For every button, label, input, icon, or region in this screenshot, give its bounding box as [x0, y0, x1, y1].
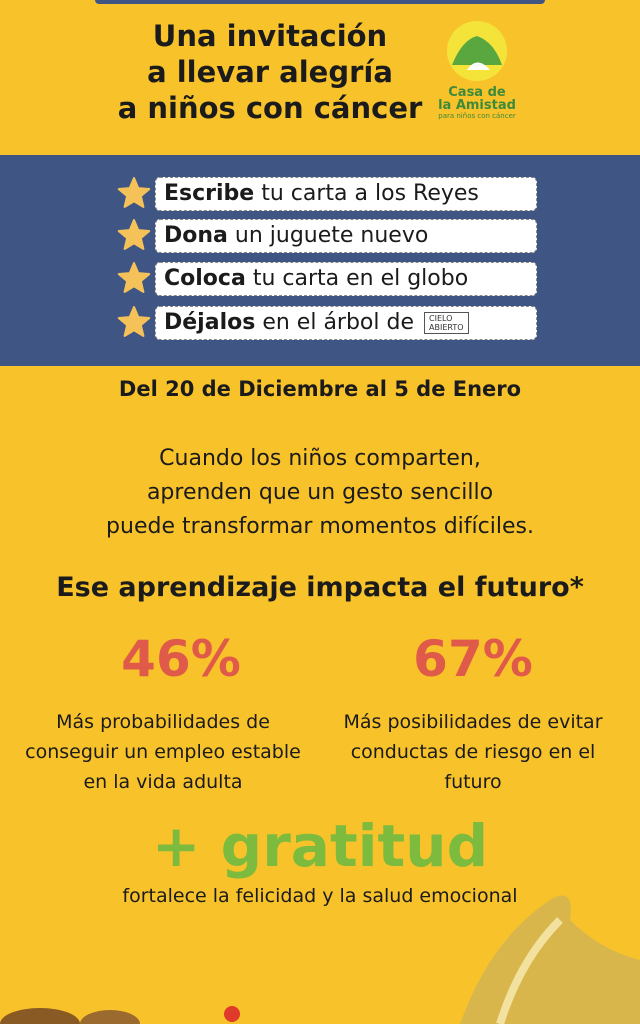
gratitude-subtitle: fortalece la felicidad y la salud emocio…: [122, 885, 518, 907]
message-line: aprenden que un gesto sencillo: [146, 480, 494, 505]
step-text: tu carta a los Reyes: [261, 181, 479, 206]
star-icon: [117, 261, 151, 295]
stat-description: Más posibilidades de evitar conductas de…: [313, 707, 633, 797]
description-line: Más probabilidades de: [56, 711, 270, 733]
title: Una invitación a llevar alegría a niños …: [100, 18, 440, 126]
logo-name: Casa de la Amistad: [432, 86, 522, 112]
dates: Del 20 de Diciembre al 5 de Enero: [118, 377, 522, 401]
step: Escribe tu carta a los Reyes: [155, 177, 537, 211]
stat-description: Más probabilidades de conseguir un emple…: [3, 707, 323, 797]
top-bar: [95, 0, 545, 4]
star-icon: [117, 218, 151, 252]
message: Cuando los niños comparten, aprenden que…: [0, 442, 640, 544]
partner-logo: CIELO ABIERTO: [424, 312, 469, 334]
description-line: conseguir un empleo estable: [25, 741, 301, 763]
logo-name-line: la Amistad: [438, 98, 516, 113]
stat-value: 46%: [121, 630, 241, 688]
description-line: futuro: [444, 771, 502, 793]
message-line: Cuando los niños comparten,: [159, 446, 481, 471]
partner-logo-line: ABIERTO: [429, 323, 464, 332]
step-text: un juguete nuevo: [234, 223, 429, 248]
step: Dona un juguete nuevo: [155, 219, 537, 253]
heading: Ese aprendizaje impacta el futuro*: [56, 572, 584, 603]
title-line: a niños con cáncer: [117, 91, 423, 125]
star-icon: [117, 305, 151, 339]
step-verb: Coloca: [164, 266, 246, 291]
description-line: en la vida adulta: [83, 771, 243, 793]
step-verb: Déjalos: [164, 310, 256, 335]
description-line: Más posibilidades de evitar: [343, 711, 603, 733]
step: Coloca tu carta en el globo: [155, 262, 537, 296]
decoration: [0, 1006, 240, 1024]
logo-name-line: Casa de: [448, 85, 506, 100]
step: Déjalos en el árbol de CIELO ABIERTO: [155, 306, 537, 340]
gratitude-title: + gratitud: [151, 812, 489, 880]
stat-value: 67%: [413, 630, 533, 688]
partner-logo-line: CIELO: [429, 314, 453, 323]
step-verb: Dona: [164, 223, 228, 248]
description-line: conductas de riesgo en el: [350, 741, 596, 763]
logo: Casa de la Amistad para niños con cáncer: [432, 20, 522, 125]
step-text: en el árbol de: [262, 310, 414, 335]
message-line: puede transformar momentos difíciles.: [106, 514, 534, 539]
step-verb: Escribe: [164, 181, 255, 206]
logo-tagline: para niños con cáncer: [438, 112, 516, 120]
logo-icon: [447, 21, 507, 81]
step-text: tu carta en el globo: [252, 266, 469, 291]
star-icon: [117, 176, 151, 210]
title-line: Una invitación: [152, 19, 388, 53]
balloon: [460, 895, 640, 1024]
title-line: a llevar alegría: [147, 55, 393, 89]
